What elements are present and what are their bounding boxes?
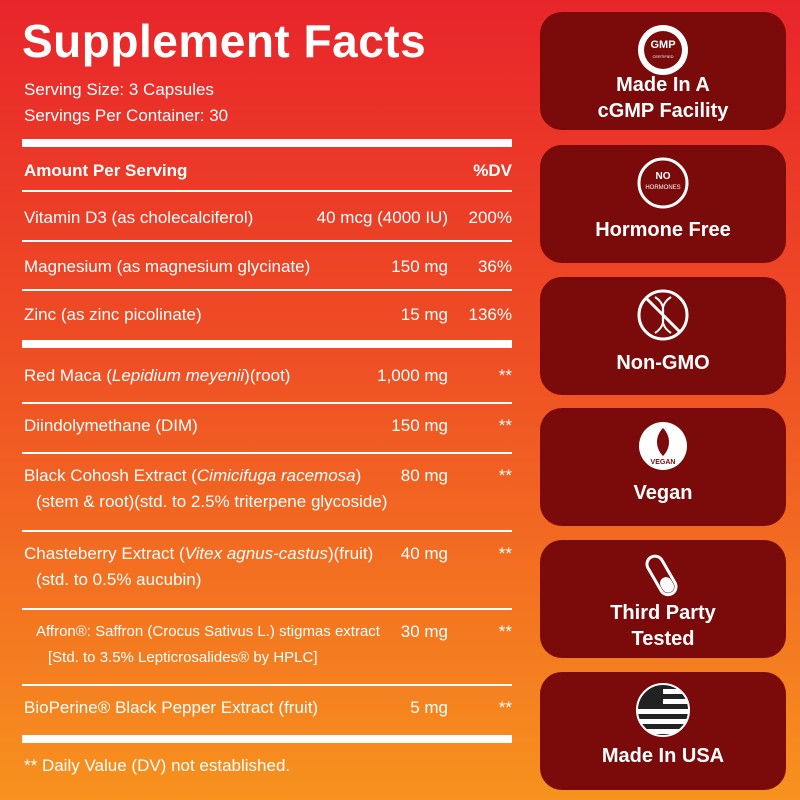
divider — [22, 684, 512, 686]
ingredient-name: Diindolymethane (DIM) — [24, 416, 198, 436]
ingredient-dv: ** — [498, 622, 512, 641]
ingredient-dv: ** — [498, 698, 512, 717]
flag-icon — [636, 683, 690, 737]
ingredient-detail: (stem & root)(std. to 2.5% triterpene gl… — [36, 492, 388, 511]
nutrient-dv: 136% — [468, 305, 512, 324]
ingredient-name: Red Maca (Lepidium meyenii)(root) — [24, 366, 290, 386]
ingredient-dv: ** — [498, 416, 512, 435]
nutrient-dv: 36% — [477, 257, 512, 276]
icon-text: VEGAN — [651, 459, 676, 466]
header-dv: %DV — [473, 161, 512, 180]
ingredient-detail: (std. to 0.5% aucubin) — [36, 570, 202, 589]
icon-text: GMP — [650, 39, 675, 51]
ingredient-latin: Cimicifuga racemosa — [196, 466, 356, 485]
icon-subtext: HORMONES — [645, 185, 680, 191]
badge: VEGAN Vegan — [540, 408, 786, 526]
badge-label: Made In A — [616, 74, 710, 96]
ingredient-text: ) — [355, 466, 362, 485]
divider — [22, 139, 512, 147]
hormone-icon: NO HORMONES — [637, 157, 689, 209]
divider — [22, 452, 512, 454]
ingredient-amount: 5 mg — [410, 698, 448, 717]
footnote: ** Daily Value (DV) not established. — [24, 756, 291, 775]
ingredient-text: Diindolymethane (DIM) — [24, 416, 198, 435]
divider — [22, 190, 512, 192]
ingredient-text: )(root) — [244, 366, 291, 385]
badge: NO HORMONES Hormone Free — [540, 145, 786, 263]
divider — [22, 608, 512, 610]
nutrient-name: Zinc (as zinc picolinate) — [24, 305, 202, 324]
ingredient-text: Affron®: Saffron (Crocus Sativus L.) sti… — [36, 623, 380, 640]
badge: Non-GMO — [540, 277, 786, 395]
vegan-icon: VEGAN — [639, 422, 687, 470]
gmp-icon: GMP CERTIFIED — [638, 25, 688, 75]
ingredient-dv: ** — [498, 366, 512, 385]
divider — [22, 340, 512, 348]
ingredient-text: BioPerine® Black Pepper Extract (fruit) — [24, 698, 319, 717]
ingredient-dv: ** — [498, 466, 512, 485]
nutrient-amount: 15 mg — [400, 305, 448, 324]
ingredient-name: Black Cohosh Extract (Cimicifuga racemos… — [24, 466, 361, 486]
ingredient-amount: 30 mg — [400, 622, 448, 641]
test-tube-icon — [645, 554, 678, 597]
divider — [22, 735, 512, 743]
ingredient-latin: Lepidium meyenii — [111, 366, 245, 385]
ingredient-dv: ** — [498, 544, 512, 563]
ingredient-latin: Vitex agnus-castus — [184, 544, 328, 563]
divider — [22, 240, 512, 242]
ingredient-text: Chasteberry Extract ( — [24, 544, 185, 563]
badge-label: Non-GMO — [616, 352, 710, 374]
badge-label: cGMP Facility — [597, 100, 729, 122]
badge-label: Third Party — [610, 602, 716, 624]
ingredient-name: Affron®: Saffron (Crocus Sativus L.) sti… — [36, 622, 380, 642]
badge: Third Party Tested — [540, 540, 786, 658]
nutrient-name: Vitamin D3 (as cholecalciferol) — [24, 208, 254, 227]
badge: Made In USA — [540, 672, 786, 790]
ingredient-amount: 1,000 mg — [377, 366, 448, 385]
badge-label: Made In USA — [601, 745, 725, 767]
ingredient-name: BioPerine® Black Pepper Extract (fruit) — [24, 698, 318, 718]
divider — [22, 530, 512, 532]
divider — [22, 289, 512, 291]
header-label: Amount Per Serving — [24, 161, 188, 180]
nutrient-name: Magnesium (as magnesium glycinate) — [24, 257, 311, 276]
nutrient-amount: 150 mg — [391, 257, 448, 276]
badge-label: Hormone Free — [595, 219, 731, 241]
ingredient-amount: 150 mg — [391, 416, 448, 435]
ingredient-text: )(fruit) — [327, 544, 374, 563]
icon-text: NO — [656, 171, 671, 182]
ingredient-text: Black Cohosh Extract ( — [24, 466, 197, 485]
nutrient-dv: 200% — [468, 208, 512, 227]
badge-label: Vegan — [633, 482, 693, 504]
serving-size: Serving Size: 3 Capsules — [24, 80, 214, 99]
servings-per-container: Servings Per Container: 30 — [24, 106, 229, 125]
non-gmo-icon — [637, 289, 689, 341]
icon-subtext: CERTIFIED — [652, 54, 673, 59]
ingredient-detail: [Std. to 3.5% Lepticrosalides® by HPLC] — [48, 649, 318, 666]
divider — [22, 402, 512, 404]
ingredient-name: Chasteberry Extract (Vitex agnus-castus)… — [24, 544, 373, 564]
badge-label: Tested — [631, 628, 695, 650]
ingredient-amount: 80 mg — [400, 466, 448, 485]
ingredient-text: Red Maca ( — [24, 366, 112, 385]
nutrient-amount: 40 mcg (4000 IU) — [316, 208, 448, 227]
title: Supplement Facts — [22, 15, 427, 67]
badge: GMP CERTIFIED Made In A cGMP Facility — [540, 12, 786, 130]
ingredient-amount: 40 mg — [400, 544, 448, 563]
